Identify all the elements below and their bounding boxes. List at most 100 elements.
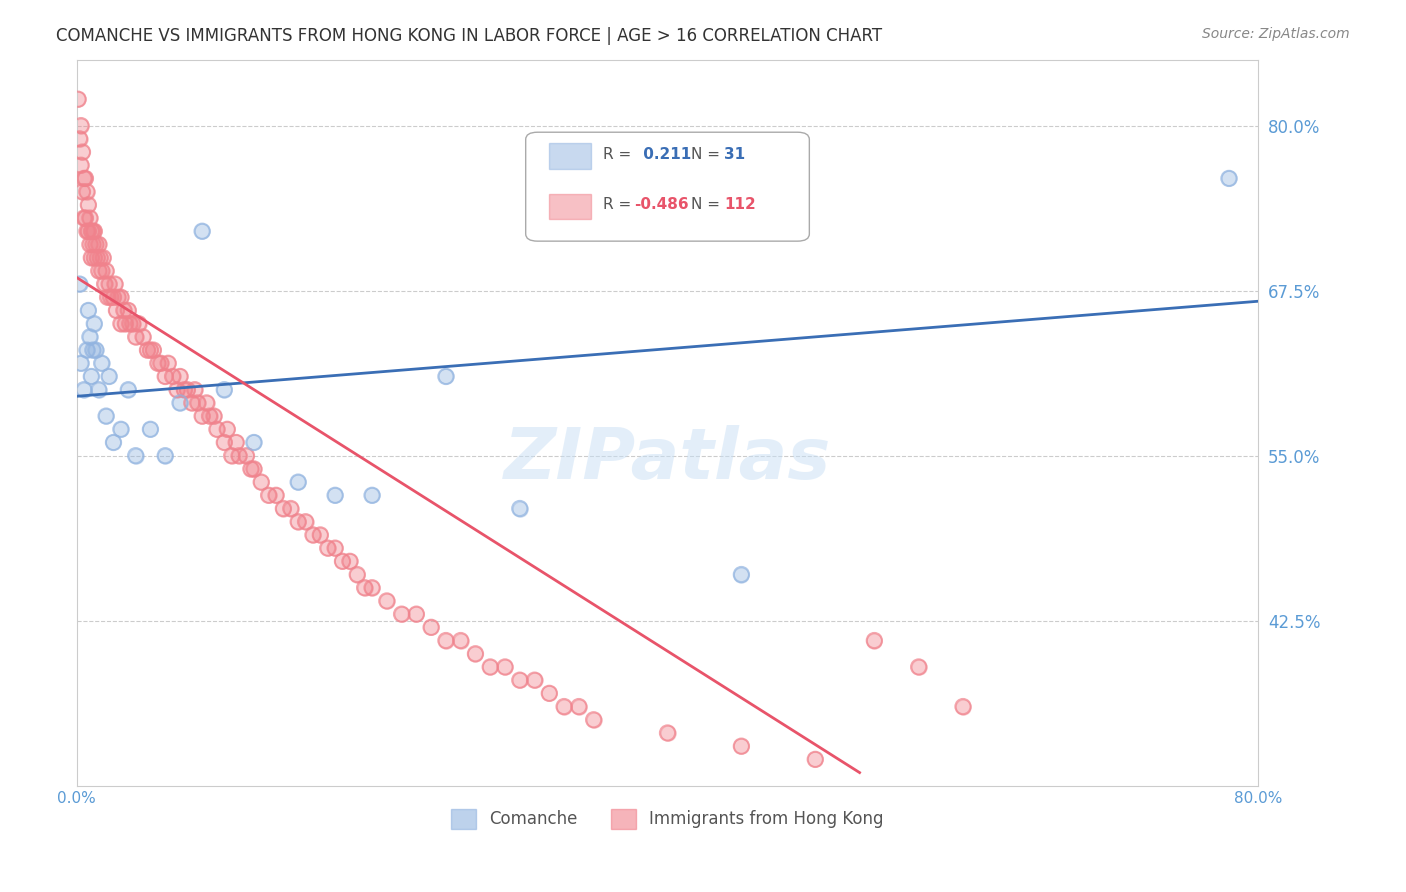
Point	[84, 237, 107, 252]
Point	[76, 185, 98, 199]
Point	[264, 488, 287, 502]
Point	[169, 369, 191, 384]
Point	[117, 303, 139, 318]
Point	[353, 581, 375, 595]
Text: R =: R =	[603, 146, 631, 161]
Point	[730, 739, 752, 754]
Point	[142, 343, 165, 357]
Point	[93, 277, 115, 291]
Point	[361, 581, 384, 595]
Point	[79, 330, 101, 344]
Point	[83, 251, 105, 265]
Point	[82, 224, 104, 238]
Point	[184, 383, 207, 397]
Point	[243, 462, 266, 476]
Point	[730, 567, 752, 582]
Point	[76, 224, 98, 238]
Point	[70, 356, 93, 370]
Point	[114, 317, 136, 331]
Point	[118, 317, 141, 331]
Point	[84, 237, 107, 252]
Point	[76, 343, 98, 357]
Point	[69, 277, 91, 291]
Point	[110, 422, 132, 436]
Point	[100, 290, 122, 304]
Point	[86, 251, 108, 265]
Point	[72, 185, 94, 199]
Point	[70, 158, 93, 172]
Point	[79, 330, 101, 344]
Point	[361, 488, 384, 502]
Point	[294, 515, 316, 529]
Point	[309, 528, 332, 542]
Point	[70, 119, 93, 133]
Point	[107, 290, 129, 304]
Point	[434, 369, 457, 384]
Point	[176, 383, 198, 397]
Text: N =: N =	[692, 146, 725, 161]
Point	[79, 211, 101, 225]
Point	[103, 435, 125, 450]
Point	[80, 224, 103, 238]
Point	[72, 145, 94, 159]
Point	[195, 396, 218, 410]
Point	[287, 515, 309, 529]
Point	[162, 369, 184, 384]
Point	[191, 409, 214, 423]
Point	[323, 541, 346, 555]
Point	[287, 475, 309, 489]
Point	[730, 567, 752, 582]
Point	[420, 620, 443, 634]
Point	[863, 633, 886, 648]
Point	[82, 224, 104, 238]
Point	[405, 607, 427, 622]
Point	[83, 251, 105, 265]
Point	[434, 369, 457, 384]
Point	[75, 171, 97, 186]
Point	[479, 660, 502, 674]
Point	[1218, 171, 1240, 186]
Point	[657, 726, 679, 740]
Point	[221, 449, 243, 463]
Point	[346, 567, 368, 582]
Point	[76, 224, 98, 238]
Point	[90, 356, 112, 370]
Point	[146, 356, 169, 370]
Point	[82, 343, 104, 357]
Point	[139, 422, 162, 436]
Point	[146, 356, 169, 370]
Point	[173, 383, 195, 397]
Point	[391, 607, 413, 622]
Point	[91, 251, 114, 265]
Point	[79, 237, 101, 252]
Point	[180, 396, 202, 410]
Point	[80, 369, 103, 384]
Point	[87, 237, 110, 252]
Point	[124, 449, 146, 463]
Point	[239, 462, 262, 476]
Point	[79, 211, 101, 225]
Point	[103, 435, 125, 450]
Point	[538, 686, 561, 700]
Point	[112, 303, 135, 318]
FancyBboxPatch shape	[526, 132, 810, 241]
Point	[70, 119, 93, 133]
Point	[434, 633, 457, 648]
Point	[89, 251, 111, 265]
Point	[523, 673, 546, 688]
Point	[191, 224, 214, 238]
Point	[225, 435, 247, 450]
Point	[405, 607, 427, 622]
Point	[316, 541, 339, 555]
Point	[195, 396, 218, 410]
Point	[280, 501, 302, 516]
Point	[139, 343, 162, 357]
Point	[553, 699, 575, 714]
Point	[75, 171, 97, 186]
Point	[509, 673, 531, 688]
Point	[107, 290, 129, 304]
Point	[121, 317, 143, 331]
Point	[69, 132, 91, 146]
Point	[169, 369, 191, 384]
Point	[94, 264, 117, 278]
